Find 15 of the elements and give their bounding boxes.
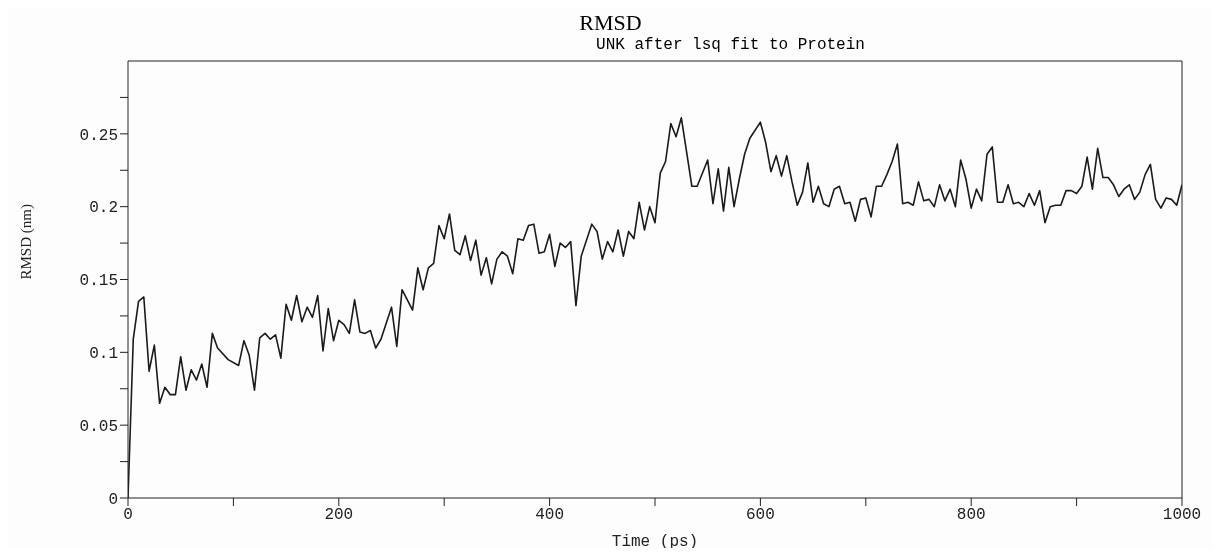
x-tick-label: 800 — [956, 506, 986, 525]
y-axis-title: RMSD (nm) — [18, 204, 36, 280]
x-tick-label: 1000 — [1162, 506, 1202, 525]
y-tick-label: 0.1 — [89, 345, 118, 364]
y-tick-label: 0 — [108, 490, 118, 509]
x-tick-label: 200 — [324, 506, 354, 525]
x-tick-label: 600 — [745, 506, 775, 525]
x-tick-label: 0 — [123, 506, 133, 525]
y-tick-label: 0.05 — [79, 417, 118, 436]
y-tick-label: 0.2 — [89, 199, 118, 218]
chart-subtitle: UNK after lsq fit to Protein — [595, 36, 866, 54]
x-tick-label: 400 — [535, 506, 565, 525]
y-tick-label: 0.25 — [79, 126, 118, 145]
y-tick-label: 0.15 — [79, 272, 118, 291]
chart-title: RMSD — [578, 10, 643, 36]
